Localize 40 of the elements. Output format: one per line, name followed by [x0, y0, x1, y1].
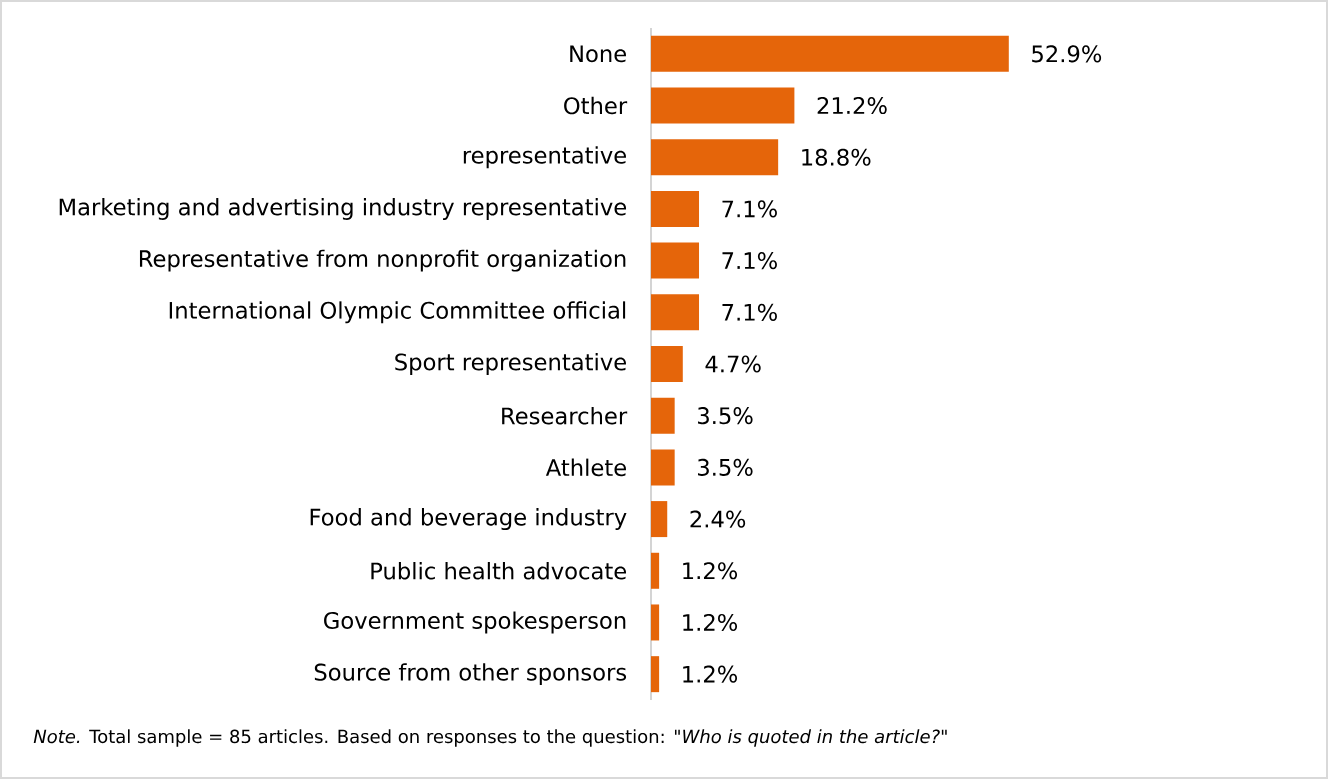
data-label: 2.4% — [690, 510, 746, 528]
bar — [651, 190, 700, 227]
bar — [651, 35, 1009, 72]
bar — [651, 294, 700, 331]
bar — [651, 346, 683, 382]
data-label: 1.2% — [683, 613, 738, 632]
data-label: 7.1% — [722, 200, 777, 218]
data-label: 1.2% — [683, 562, 738, 580]
data-label: 52.9% — [1032, 45, 1102, 63]
bar — [651, 449, 675, 486]
bar — [651, 656, 660, 693]
y-tick-label: Athlete — [545, 458, 626, 477]
bar — [651, 87, 795, 124]
bar — [651, 501, 668, 538]
y-tick-label: Other — [564, 96, 628, 115]
y-tick-label: Researcher — [502, 406, 628, 425]
y-tick-label: representative — [463, 146, 626, 169]
bar — [651, 242, 700, 279]
bar — [651, 552, 660, 589]
y-tick-label: Government spokesperson — [324, 611, 626, 634]
y-tick-label: Food and beverage industry — [310, 508, 627, 531]
data-label: 7.1% — [722, 303, 777, 321]
y-tick-label: Sport representative — [395, 353, 626, 375]
bar — [651, 604, 660, 641]
y-tick-label: None — [570, 45, 626, 63]
bar — [651, 139, 779, 176]
y-tick-label: Source from other sponsors — [314, 663, 627, 686]
data-label: 18.8% — [802, 148, 871, 166]
data-label: 1.2% — [683, 665, 738, 683]
data-label: 21.2% — [817, 96, 887, 115]
y-tick-label: Public health advocate — [371, 562, 627, 580]
text: Note. Total sample = 85 articles. Based on responses to the question: "Who is quoted in the article?" — [33, 729, 947, 747]
data-label: 3.5% — [698, 458, 753, 476]
y-tick-label: Representative from nonprofit organization — [139, 249, 626, 272]
y-tick-label: International Olympic Committee official — [169, 301, 626, 324]
data-label: 7.1% — [722, 252, 777, 270]
data-label: 3.5% — [698, 407, 753, 425]
y-tick-label: Marketing and advertising industry representative — [59, 197, 627, 220]
bar — [651, 397, 675, 434]
data-label: 4.7% — [705, 355, 761, 373]
